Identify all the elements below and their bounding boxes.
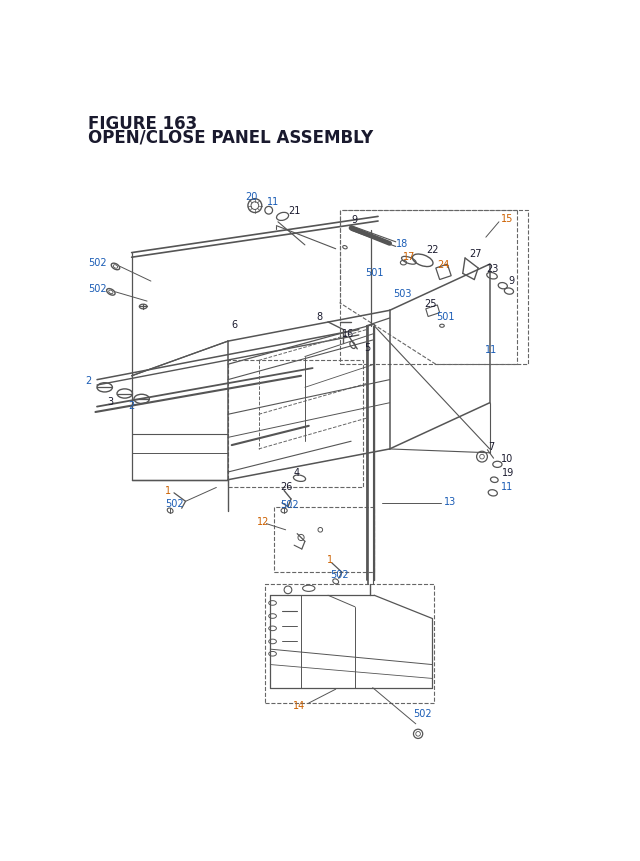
Text: 13: 13: [444, 497, 456, 507]
Text: 27: 27: [469, 248, 481, 258]
Text: 25: 25: [424, 298, 436, 308]
Text: 17: 17: [403, 252, 415, 262]
Bar: [265, 584, 435, 703]
Text: 502: 502: [330, 570, 349, 579]
Text: 11: 11: [267, 197, 280, 207]
Text: 4: 4: [293, 468, 300, 478]
Text: 3: 3: [108, 397, 114, 406]
Text: 503: 503: [394, 289, 412, 299]
Text: 2: 2: [128, 400, 134, 411]
Text: OPEN/CLOSE PANEL ASSEMBLY: OPEN/CLOSE PANEL ASSEMBLY: [88, 128, 373, 146]
Text: 502: 502: [88, 257, 106, 268]
Text: 20: 20: [246, 192, 258, 202]
Text: 6: 6: [232, 319, 238, 330]
Text: 502: 502: [280, 499, 299, 510]
Text: 502: 502: [164, 499, 184, 508]
Text: 23: 23: [486, 263, 498, 274]
Text: FIGURE 163: FIGURE 163: [88, 115, 197, 133]
Text: 1: 1: [164, 486, 171, 495]
Text: 19: 19: [502, 468, 515, 478]
Text: 24: 24: [437, 260, 450, 269]
Bar: [274, 507, 374, 573]
Bar: [340, 211, 528, 365]
Text: 9: 9: [508, 276, 515, 285]
Text: 7: 7: [488, 442, 495, 451]
Text: 16: 16: [342, 329, 354, 339]
Text: 502: 502: [413, 709, 431, 718]
Text: 502: 502: [88, 283, 106, 294]
Text: 8: 8: [316, 313, 323, 322]
Text: 10: 10: [501, 454, 513, 463]
Text: 18: 18: [396, 238, 408, 248]
Text: 11: 11: [501, 481, 513, 492]
Text: 15: 15: [501, 214, 514, 224]
Text: 2: 2: [86, 375, 92, 385]
Text: 5: 5: [364, 343, 371, 353]
Text: 501: 501: [365, 268, 383, 277]
Text: 9: 9: [351, 215, 357, 226]
Bar: [228, 361, 363, 488]
Text: 26: 26: [280, 481, 292, 492]
Text: 14: 14: [293, 700, 306, 709]
Text: 12: 12: [257, 516, 269, 526]
Text: 11: 11: [485, 344, 497, 355]
Text: 21: 21: [288, 206, 300, 216]
Text: 1: 1: [326, 554, 333, 565]
Text: 22: 22: [426, 245, 438, 255]
Text: 501: 501: [436, 313, 454, 322]
